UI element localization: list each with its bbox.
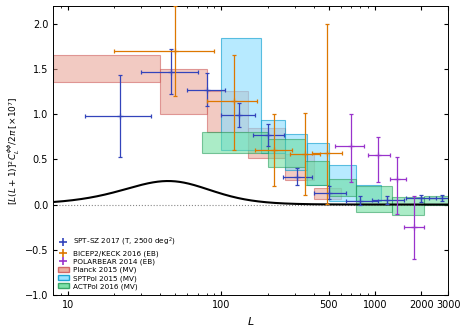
Bar — [425, 195, 448, 204]
Legend: SPT-SZ 2017 (T, 2500 deg$^2$), BICEP2/KECK 2016 (EB), POLARBEAR 2014 (EB), Planc: SPT-SZ 2017 (T, 2500 deg$^2$), BICEP2/KE… — [57, 234, 177, 291]
Bar — [221, 38, 260, 150]
Bar — [160, 69, 206, 114]
Bar — [53, 55, 160, 83]
Bar — [206, 92, 248, 132]
Bar — [356, 186, 392, 212]
Bar — [202, 132, 267, 153]
Bar — [392, 197, 425, 215]
Bar — [285, 134, 307, 170]
Bar — [329, 165, 356, 201]
X-axis label: $L$: $L$ — [247, 315, 254, 327]
Y-axis label: $[L(L+1)]^2C_L^{\phi\phi}/2\pi\;[\times 10^7]$: $[L(L+1)]^2C_L^{\phi\phi}/2\pi\;[\times … — [6, 96, 22, 204]
Bar — [307, 143, 329, 185]
Bar — [314, 188, 341, 199]
Bar — [329, 179, 356, 196]
Bar — [267, 139, 305, 166]
Bar — [356, 185, 381, 201]
Bar — [260, 121, 285, 153]
Bar — [305, 161, 329, 185]
Bar — [285, 154, 314, 180]
Bar — [248, 128, 285, 158]
